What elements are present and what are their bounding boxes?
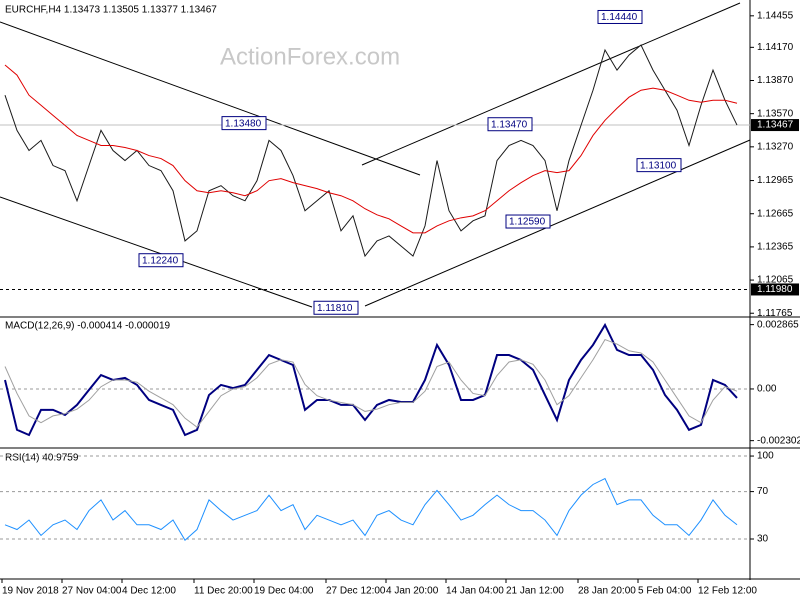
y-tick-label: 70 xyxy=(757,486,769,497)
annotation-box xyxy=(487,117,533,132)
annotation-label: 1.12590 xyxy=(509,217,546,228)
series-line xyxy=(4,322,738,437)
x-tick-label: 19 Nov 2018 xyxy=(2,586,59,597)
annotation-label: 1.12240 xyxy=(142,255,179,266)
series-line xyxy=(4,64,738,234)
trend-line xyxy=(361,2,741,166)
x-tick-label: 19 Dec 04:00 xyxy=(254,586,314,597)
x-tick-label: 27 Dec 12:00 xyxy=(326,586,386,597)
y-tick-label: 100 xyxy=(757,451,774,462)
annotation-label: 1.14440 xyxy=(601,12,638,23)
y-tick-label: 1.14170 xyxy=(757,42,794,53)
y-tick-label: 30 xyxy=(757,534,769,545)
y-tick-label: 1.12965 xyxy=(757,175,794,186)
y-tick-label: 1.13570 xyxy=(757,108,794,119)
annotation-box xyxy=(313,300,359,315)
trend-line xyxy=(0,21,421,176)
annotation-box xyxy=(138,253,184,268)
y-tick-label: 0.00 xyxy=(757,384,777,395)
y-tick-label: 1.12665 xyxy=(757,208,794,219)
y-tick-label: 1.13870 xyxy=(757,75,794,86)
series-line xyxy=(4,44,738,258)
y-tick-label: 1.12065 xyxy=(757,275,794,286)
series-line xyxy=(4,338,738,428)
annotation-box xyxy=(636,158,682,173)
y-tick-label: -0.002302 xyxy=(757,435,800,446)
series-line xyxy=(4,477,738,541)
x-tick-label: 12 Feb 12:00 xyxy=(698,586,757,597)
x-tick-label: 28 Jan 20:00 xyxy=(578,586,636,597)
x-tick-label: 4 Dec 12:00 xyxy=(122,586,176,597)
chart-title: EURCHF,H4 1.13473 1.13505 1.13377 1.1346… xyxy=(5,5,217,16)
y-tick-label: 0.002865 xyxy=(757,319,799,330)
price-label-box xyxy=(751,119,799,132)
annotation-label: 1.13100 xyxy=(640,160,677,171)
trend-line xyxy=(0,196,313,308)
trend-line xyxy=(364,139,751,307)
support-label: 1.11980 xyxy=(757,284,793,295)
macd-title: MACD(12,26,9) -0.000414 -0.000019 xyxy=(5,321,171,332)
annotation-box xyxy=(505,214,551,229)
annotation-box xyxy=(597,9,643,24)
support-label-box xyxy=(751,283,799,296)
x-tick-label: 21 Jan 12:00 xyxy=(506,586,564,597)
rsi-title: RSI(14) 40.9759 xyxy=(5,453,79,464)
y-tick-label: 1.12365 xyxy=(757,242,794,253)
x-tick-label: 27 Nov 04:00 xyxy=(62,586,122,597)
annotation-label: 1.11810 xyxy=(317,303,353,314)
x-tick-label: 5 Feb 04:00 xyxy=(638,586,692,597)
y-tick-label: 1.14455 xyxy=(757,10,794,21)
x-tick-label: 11 Dec 20:00 xyxy=(194,586,253,597)
x-tick-label: 4 Jan 20:00 xyxy=(386,586,439,597)
y-tick-label: 1.13270 xyxy=(757,141,794,152)
price-label: 1.13467 xyxy=(757,120,794,131)
y-tick-label: 1.11765 xyxy=(757,308,793,319)
annotation-box xyxy=(221,116,267,131)
watermark: ActionForex.com xyxy=(220,43,400,70)
x-tick-label: 14 Jan 04:00 xyxy=(446,586,504,597)
annotation-label: 1.13480 xyxy=(225,118,262,129)
annotation-label: 1.13470 xyxy=(491,119,528,130)
